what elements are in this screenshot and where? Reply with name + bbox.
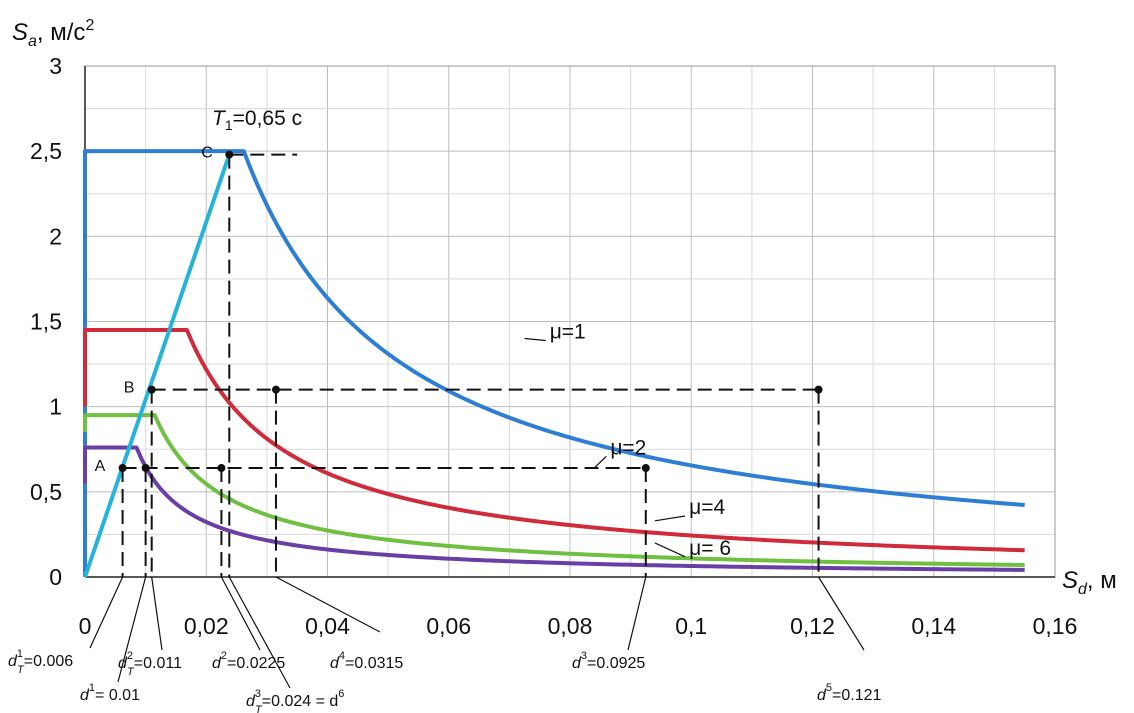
point-label-A: A [95, 458, 106, 475]
data-point [814, 385, 823, 394]
annotations: d1 T=0.006 d1= 0.01 d2 T=0.011 d2=0.0225 d3 T=0… [8, 576, 882, 713]
d-annotation-leader [220, 576, 261, 651]
tick-labels: 0 0,02 0,04 0,06 0,08 0,1 0,12 0,14 0,16 0 0,5 1 1,5… [30, 53, 1077, 639]
series-label-leader [524, 337, 546, 342]
dashed-guides [121, 153, 820, 577]
series-line-3 [83, 413, 1025, 567]
d-annotation-leader [627, 576, 647, 651]
x-tick-label: 0,08 [548, 613, 593, 639]
data-point [141, 463, 150, 472]
marked-points: C B A [95, 145, 823, 475]
y-axis-title: Sa, м/с2 [12, 17, 94, 50]
series-label-leader [593, 455, 607, 469]
y-tick-label: 2 [49, 223, 62, 249]
series-line-2 [83, 328, 1025, 553]
series-line-1 [83, 149, 1025, 577]
data-point [225, 150, 234, 159]
y-tick-label: 1 [49, 394, 62, 420]
d-annotation-leader [818, 576, 865, 651]
point-label-C: C [201, 145, 213, 162]
series-line-4 [83, 445, 1027, 572]
series-group: μ=1 μ=2 μ=4 μ= 6 [83, 149, 1027, 578]
y-tick-label: 0,5 [30, 479, 62, 505]
d-annotation: d2=0.0225 [212, 650, 285, 672]
d-annotation-leader [89, 576, 124, 649]
x-tick-label: 0,04 [305, 613, 350, 639]
x-tick-label: 0,06 [426, 613, 471, 639]
x-tick-label: 0 [79, 613, 92, 639]
series-label-leader [654, 542, 686, 558]
d-annotation: d1= 0.01 [80, 682, 140, 704]
d-annotation-leader [117, 576, 147, 683]
y-tick-label: 1,5 [30, 309, 62, 335]
y-tick-label: 0 [49, 564, 62, 590]
d-annotation-leader [151, 576, 163, 651]
series-label-leader [654, 515, 686, 522]
series-label-1: μ=1 [550, 321, 586, 344]
data-point [217, 463, 226, 472]
data-point [147, 385, 156, 394]
series-label-4: μ= 6 [689, 537, 731, 560]
data-point [118, 463, 127, 472]
demand-line [83, 153, 232, 578]
y-tick-label: 2,5 [30, 138, 62, 164]
series-label-2: μ=2 [610, 436, 646, 459]
d-annotation: d4=0.0315 [330, 650, 403, 672]
x-tick-label: 0,14 [911, 613, 956, 639]
point-label-B: B [124, 380, 135, 397]
data-point [271, 385, 280, 394]
d-annotation-leader [275, 576, 381, 633]
d-annotation: d2 T=0.011 [118, 650, 182, 678]
d-annotation: d5=0.121 [817, 682, 882, 704]
x-tick-label: 0,12 [790, 613, 835, 639]
data-point [641, 463, 650, 472]
period-annotation: T1=0,65 с [212, 107, 302, 133]
x-tick-label: 0,16 [1033, 613, 1078, 639]
series-label-3: μ=4 [689, 496, 725, 519]
d-annotation: d1 T=0.006 [8, 648, 73, 676]
d-annotation: d3=0.0925 [572, 650, 645, 672]
x-tick-label: 0,1 [675, 613, 707, 639]
d-annotation-leader [228, 576, 291, 689]
x-axis-title: Sd, м [1062, 567, 1117, 598]
d-annotation: d3 T=0.024 = d6 [246, 688, 344, 713]
y-tick-label: 3 [49, 53, 62, 79]
x-tick-label: 0,02 [184, 613, 229, 639]
